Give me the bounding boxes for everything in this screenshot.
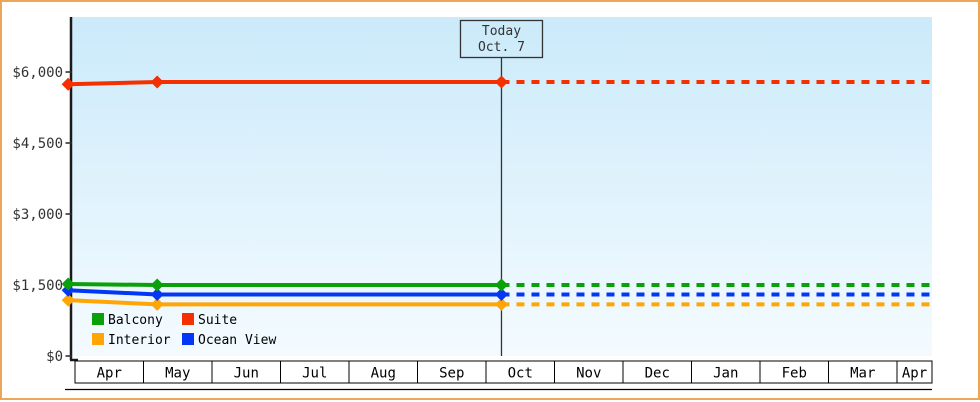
series-line-balcony [68, 282, 502, 287]
legend-swatch-suite [182, 313, 194, 325]
today-label-line2: Oct. 7 [478, 40, 525, 55]
month-label: Apr [97, 366, 122, 382]
month-label: Nov [576, 366, 601, 382]
month-label: Aug [371, 366, 396, 382]
month-label: Mar [850, 366, 875, 382]
legend-label-ocean-view: Ocean View [198, 333, 276, 348]
month-label: Oct [508, 366, 533, 382]
series-marker-interior [494, 297, 508, 311]
legend-swatch-ocean-view [182, 333, 194, 345]
legend-swatch-balcony [92, 313, 104, 325]
series-marker-balcony [61, 277, 75, 291]
legend-label-balcony: Balcony [108, 313, 163, 328]
series-marker-balcony [494, 278, 508, 292]
series-marker-balcony [150, 278, 164, 292]
today-box [459, 19, 544, 59]
month-label: Feb [782, 366, 807, 382]
y-tick-label: $6,000 [12, 65, 63, 81]
legend-swatch-interior [92, 333, 104, 345]
series-marker-interior [61, 293, 75, 307]
month-label: Jul [302, 366, 327, 382]
series-marker-ocean-view [494, 287, 508, 301]
month-label: Sep [439, 366, 464, 382]
y-tick-label: $4,500 [12, 136, 63, 152]
month-cell [896, 360, 933, 384]
y-tick-label: $0 [46, 349, 63, 365]
series-marker-suite [150, 75, 164, 89]
month-label: Apr [902, 366, 927, 382]
series-marker-suite [494, 75, 508, 89]
legend-label-interior: Interior [108, 333, 171, 348]
month-label: Dec [645, 366, 670, 382]
today-label-line1: Today [482, 24, 521, 39]
month-label: Jan [713, 366, 738, 382]
series-marker-ocean-view [150, 287, 164, 301]
y-tick-label: $1,500 [12, 278, 63, 294]
month-label: May [165, 366, 190, 382]
legend-label-suite: Suite [198, 313, 237, 328]
y-tick-label: $3,000 [12, 207, 63, 223]
series-marker-interior [150, 297, 164, 311]
series-marker-suite [61, 77, 75, 91]
month-label: Jun [234, 366, 259, 382]
